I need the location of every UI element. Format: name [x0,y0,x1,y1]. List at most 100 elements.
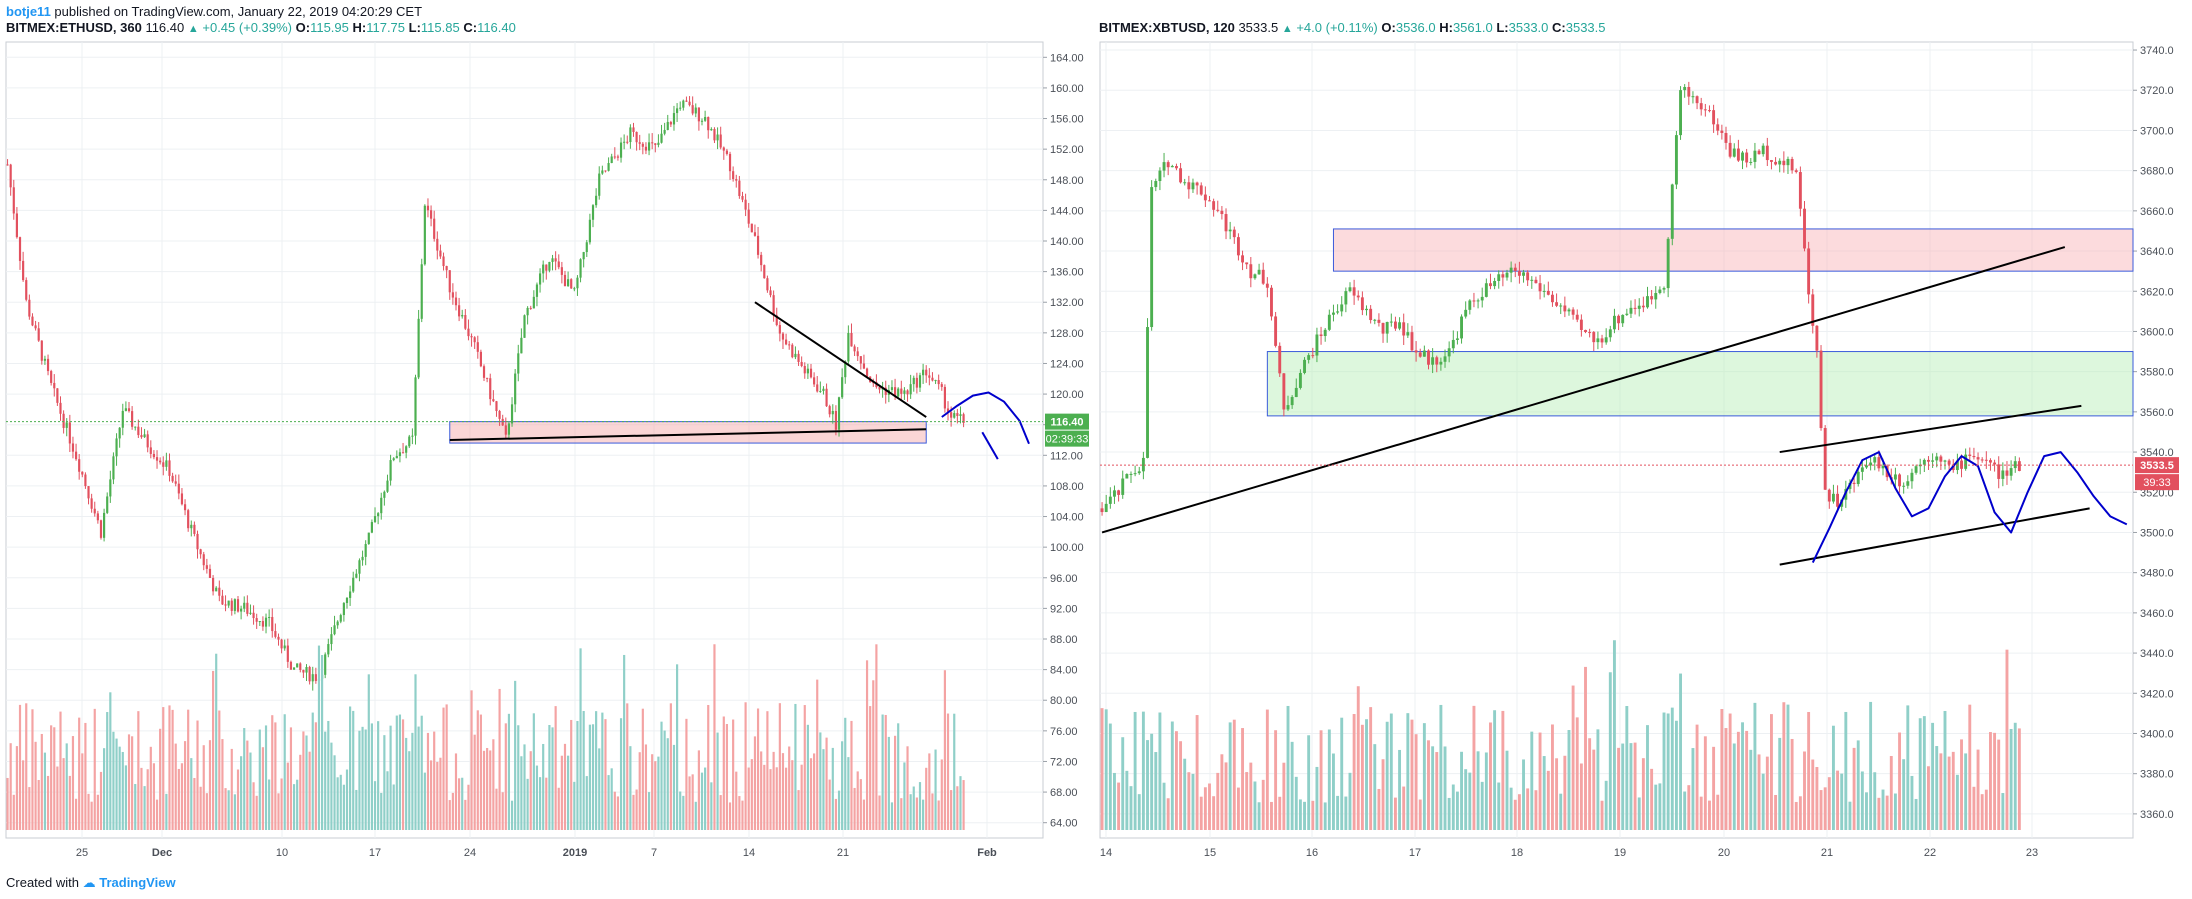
candle [878,387,881,390]
y-tick-label: 3600.0 [2140,326,2174,338]
candle [1856,471,1860,485]
candle [1922,459,1926,465]
candle [507,423,511,435]
candle [800,361,803,367]
candle [442,256,445,267]
projection-down-path [981,431,999,460]
volume-bar [305,735,308,830]
volume-bar [1972,786,1976,830]
candle [1162,162,1166,171]
candle [451,292,454,298]
volume-bar [616,796,620,830]
volume-bar [925,767,928,830]
support-trendline [449,428,927,441]
volume-bar [25,703,28,830]
y-tick-label: 104.00 [1050,512,1084,524]
y-tick-label: 124.00 [1050,358,1084,370]
volume-bar [1563,755,1567,830]
candle [1608,329,1612,338]
volume-bar [797,790,800,830]
candle [1505,272,1509,278]
candle [1274,316,1278,346]
volume-bar [221,739,224,830]
volume-bar [155,799,159,830]
volume-bar [585,776,588,830]
candle [1369,308,1373,321]
y-tick-label: 3400.0 [2140,728,2174,740]
volume-bar [127,734,131,830]
candle [31,316,34,326]
candle [707,117,710,131]
volume-bar [165,793,168,830]
volume-bar [81,753,84,830]
volume-bar [1125,770,1129,830]
volume-bar [489,750,492,830]
volume-bar [604,719,607,830]
volume-bar [274,722,277,830]
candle [137,426,140,436]
candle [398,452,402,457]
candle [149,447,152,454]
volume-bar [1798,796,1802,830]
eth-symbol[interactable]: BITMEX:ETHUSD, 360 [6,20,142,35]
volume-bar [1228,722,1232,830]
volume-bar [268,779,271,830]
candle [420,264,423,319]
y-tick-label: 140.00 [1050,236,1084,248]
volume-bar [663,730,666,830]
volume-bar [1823,787,1827,830]
candle [725,150,729,154]
candle [1336,311,1340,313]
volume-bar [414,674,417,830]
volume-bar [373,781,377,830]
volume-bar [2001,793,2005,830]
candle [280,639,283,649]
candle [763,265,766,279]
volume-bar [1964,753,1968,830]
candle [1691,96,1695,98]
y-tick-label: 3460.0 [2140,608,2174,620]
volume-bar [685,718,688,830]
created-with-text: Created with [6,875,79,890]
candle [501,418,504,426]
volume-bar [464,799,467,830]
volume-bar [881,714,884,830]
candle [401,452,405,454]
candle [669,121,672,125]
volume-bar [1637,797,1641,830]
xbt-symbol[interactable]: BITMEX:XBTUSD, 120 [1099,20,1235,35]
candle [694,107,697,114]
candle [747,209,750,224]
volume-bar [934,749,937,830]
volume-bar [1274,730,1278,830]
author-link[interactable]: botje11 [6,4,51,19]
volume-bar [853,787,856,830]
tradingview-brand-link[interactable]: TradingView [99,875,176,890]
candle [663,129,666,134]
projection-path [941,391,1030,445]
candle [1179,168,1183,183]
candle [922,369,925,376]
candle [1113,490,1116,497]
volume-bar [1526,788,1530,830]
candle [333,625,336,635]
volume-bar [271,715,274,830]
volume-bar [1270,801,1273,830]
x-tick-label: 21 [837,847,849,859]
candle [1344,291,1348,305]
volume-bar [1927,766,1930,830]
volume-bar [1484,752,1488,830]
volume-bar [1567,730,1571,830]
candle [498,411,501,419]
volume-bar [345,769,349,830]
candle [25,280,28,300]
candle [1757,150,1761,155]
candle [2017,461,2021,471]
volume-bar [121,751,124,830]
candle [489,378,492,400]
candle [554,258,557,262]
volume-bar [1422,723,1426,830]
candle [591,205,595,220]
candle [221,595,224,605]
